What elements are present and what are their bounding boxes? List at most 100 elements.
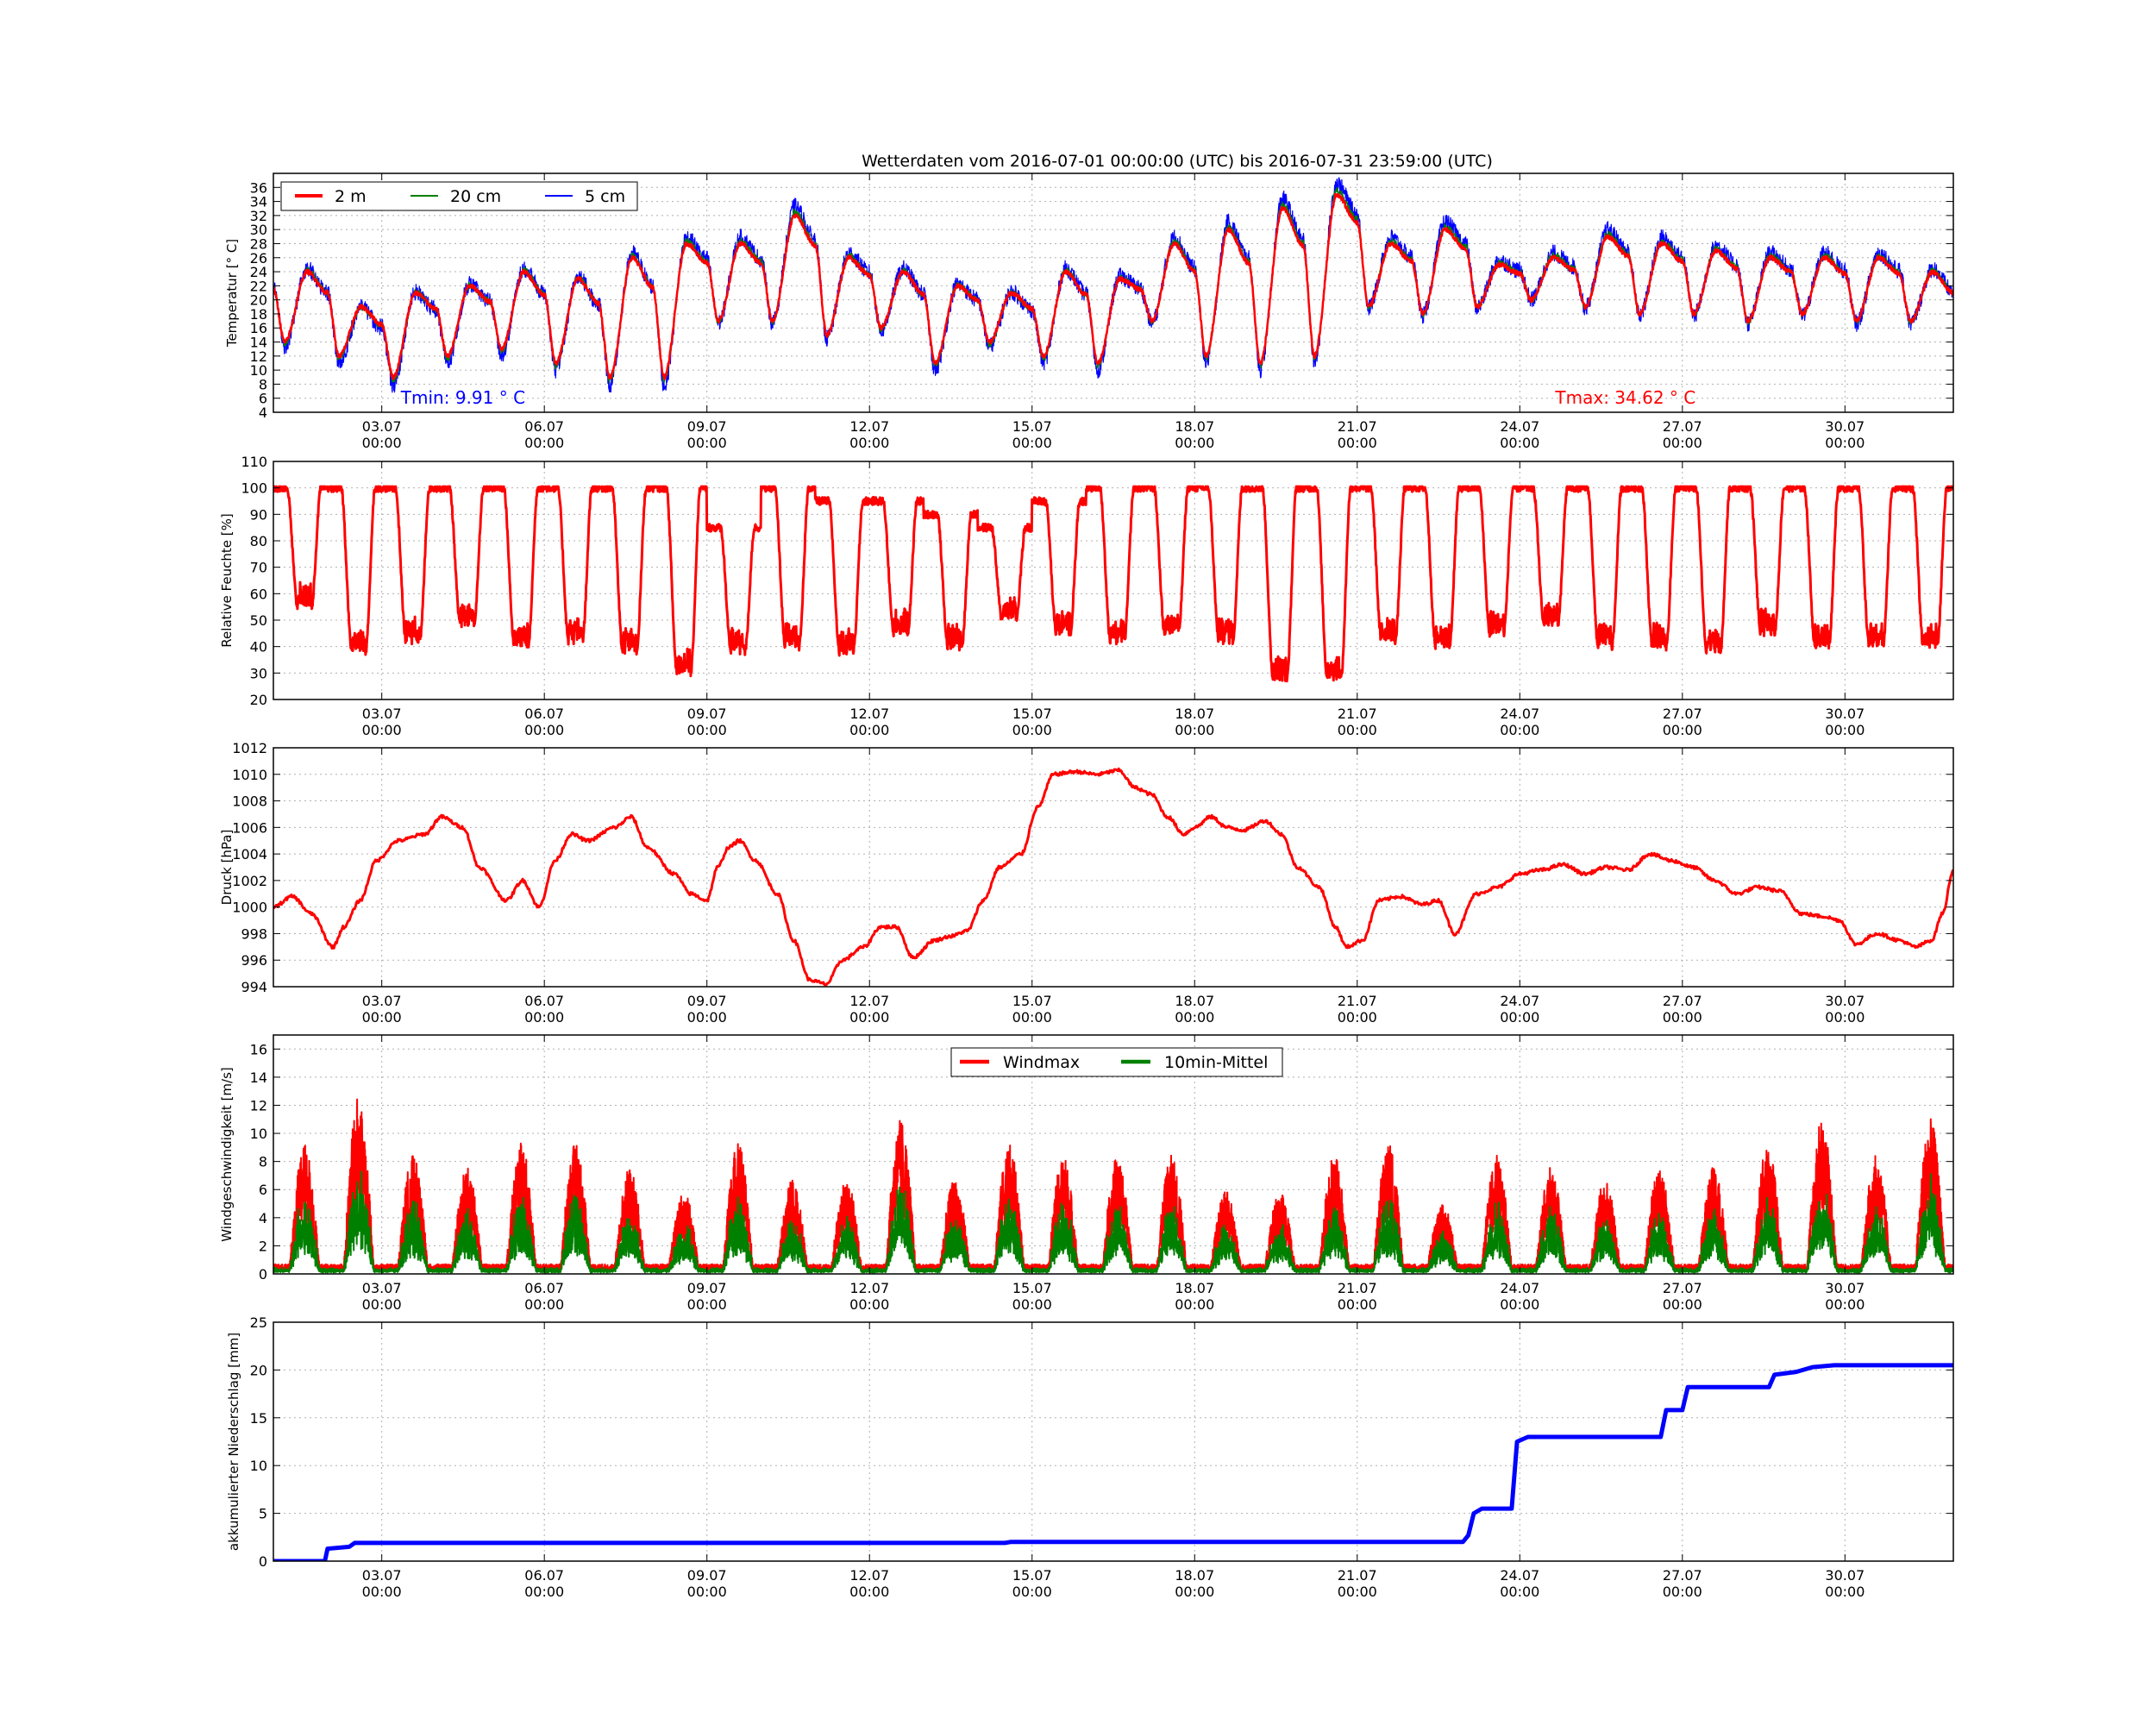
y-tick-label: 4 bbox=[259, 1210, 267, 1226]
x-tick-label: 09.07 bbox=[687, 1280, 727, 1296]
y-tick-label: 1010 bbox=[232, 767, 267, 783]
x-tick-time-label: 00:00 bbox=[524, 1009, 564, 1026]
x-tick-time-label: 00:00 bbox=[1825, 1584, 1865, 1600]
y-tick-label: 70 bbox=[250, 560, 267, 576]
x-tick-time-label: 00:00 bbox=[524, 435, 564, 451]
y-tick-label: 6 bbox=[259, 391, 267, 407]
series-precipitation bbox=[273, 1363, 1953, 1561]
x-tick-time-label: 00:00 bbox=[1012, 1009, 1052, 1026]
x-tick-label: 30.07 bbox=[1825, 706, 1865, 722]
plot-frame bbox=[273, 1034, 1954, 1275]
x-tick-time-label: 00:00 bbox=[849, 1009, 889, 1026]
x-tick-label: 03.07 bbox=[362, 706, 402, 722]
y-axis-label: Relative Feuchte [%] bbox=[219, 513, 235, 647]
x-tick-label: 06.07 bbox=[524, 706, 564, 722]
x-tick-time-label: 00:00 bbox=[1175, 1584, 1214, 1600]
plot-frame bbox=[273, 747, 1954, 988]
x-tick-time-label: 00:00 bbox=[362, 722, 402, 738]
x-tick-time-label: 00:00 bbox=[1663, 1009, 1702, 1026]
data-layer bbox=[273, 1363, 1953, 1561]
y-tick-label: 36 bbox=[250, 179, 267, 196]
x-tick-label: 21.07 bbox=[1338, 993, 1377, 1009]
y-tick-label: 28 bbox=[250, 235, 267, 252]
x-tick-label: 27.07 bbox=[1663, 993, 1702, 1009]
x-tick-time-label: 00:00 bbox=[1500, 722, 1539, 738]
x-tick-time-label: 00:00 bbox=[1500, 1296, 1539, 1313]
x-tick-time-label: 00:00 bbox=[1338, 1584, 1377, 1600]
x-tick-time-label: 00:00 bbox=[687, 1009, 727, 1026]
y-tick-label: 14 bbox=[250, 1070, 267, 1086]
x-tick-label: 12.07 bbox=[849, 1567, 889, 1584]
plot-frame bbox=[273, 172, 1954, 413]
x-tick-time-label: 00:00 bbox=[1012, 722, 1052, 738]
figure-title: Wetterdaten vom 2016-07-01 00:00:00 (UTC… bbox=[862, 152, 1493, 171]
legend-label: 20 cm bbox=[450, 187, 501, 206]
y-tick-label: 994 bbox=[241, 979, 267, 995]
x-tick-time-label: 00:00 bbox=[687, 1296, 727, 1313]
data-layer bbox=[273, 177, 1953, 393]
x-tick-time-label: 00:00 bbox=[1012, 1584, 1052, 1600]
chart-panel-4: 024681012141603.0700:0006.0700:0009.0700… bbox=[219, 1034, 1954, 1313]
y-tick-label: 20 bbox=[250, 1362, 267, 1378]
y-axis-label: Temperatur [° C] bbox=[224, 239, 240, 348]
series-pressure bbox=[273, 767, 1953, 987]
series-humidity bbox=[273, 485, 1953, 683]
x-tick-label: 06.07 bbox=[524, 1567, 564, 1584]
x-tick-label: 21.07 bbox=[1338, 418, 1377, 435]
y-tick-label: 14 bbox=[250, 335, 267, 351]
grid bbox=[273, 461, 1953, 699]
x-tick-label: 12.07 bbox=[849, 993, 889, 1009]
x-tick-time-label: 00:00 bbox=[1663, 1584, 1702, 1600]
x-tick-time-label: 00:00 bbox=[1338, 722, 1377, 738]
grid bbox=[273, 748, 1953, 987]
x-tick-label: 15.07 bbox=[1012, 1280, 1052, 1296]
x-tick-label: 06.07 bbox=[524, 1280, 564, 1296]
data-layer bbox=[273, 1098, 1953, 1274]
legend-label: Windmax bbox=[1003, 1053, 1080, 1072]
x-tick-time-label: 00:00 bbox=[849, 722, 889, 738]
x-tick-time-label: 00:00 bbox=[687, 722, 727, 738]
y-tick-label: 0 bbox=[259, 1266, 267, 1283]
x-tick-time-label: 00:00 bbox=[1825, 1296, 1865, 1313]
series-10min-mittel bbox=[273, 1170, 1953, 1274]
y-tick-label: 100 bbox=[241, 480, 267, 497]
x-tick-label: 03.07 bbox=[362, 1280, 402, 1296]
series-2-m bbox=[273, 192, 1953, 380]
y-tick-label: 1006 bbox=[232, 819, 267, 836]
x-tick-time-label: 00:00 bbox=[362, 1009, 402, 1026]
y-tick-label: 16 bbox=[250, 320, 267, 336]
y-axis-label: Druck [hPa] bbox=[219, 830, 235, 906]
annotation: Tmax: 34.62 ° C bbox=[1554, 387, 1695, 408]
y-tick-label: 2 bbox=[259, 1238, 267, 1254]
x-tick-label: 12.07 bbox=[849, 1280, 889, 1296]
x-tick-time-label: 00:00 bbox=[362, 1296, 402, 1313]
chart-panel-2: 203040506070809010011003.0700:0006.0700:… bbox=[219, 454, 1954, 738]
x-tick-label: 06.07 bbox=[524, 993, 564, 1009]
legend-box bbox=[280, 181, 638, 211]
y-tick-label: 6 bbox=[259, 1182, 267, 1198]
y-tick-label: 22 bbox=[250, 278, 267, 294]
x-tick-time-label: 00:00 bbox=[1500, 1009, 1539, 1026]
y-tick-label: 30 bbox=[250, 665, 267, 681]
x-tick-label: 24.07 bbox=[1500, 418, 1539, 435]
legend-label: 5 cm bbox=[585, 187, 625, 206]
x-tick-label: 27.07 bbox=[1663, 1280, 1702, 1296]
y-tick-label: 18 bbox=[250, 306, 267, 323]
x-tick-time-label: 00:00 bbox=[1012, 1296, 1052, 1313]
x-tick-label: 30.07 bbox=[1825, 1567, 1865, 1584]
x-tick-time-label: 00:00 bbox=[1663, 1296, 1702, 1313]
y-tick-label: 40 bbox=[250, 639, 267, 656]
x-tick-time-label: 00:00 bbox=[1825, 1009, 1865, 1026]
x-tick-label: 12.07 bbox=[849, 418, 889, 435]
x-tick-time-label: 00:00 bbox=[1175, 1009, 1214, 1026]
x-tick-label: 12.07 bbox=[849, 706, 889, 722]
x-tick-label: 09.07 bbox=[687, 993, 727, 1009]
x-tick-label: 03.07 bbox=[362, 1567, 402, 1584]
x-tick-label: 18.07 bbox=[1175, 706, 1214, 722]
x-tick-time-label: 00:00 bbox=[1663, 435, 1702, 451]
legend-label: 2 m bbox=[335, 187, 367, 206]
x-tick-label: 30.07 bbox=[1825, 1280, 1865, 1296]
x-tick-time-label: 00:00 bbox=[524, 722, 564, 738]
y-tick-label: 12 bbox=[250, 348, 267, 365]
y-tick-label: 4 bbox=[259, 405, 267, 421]
